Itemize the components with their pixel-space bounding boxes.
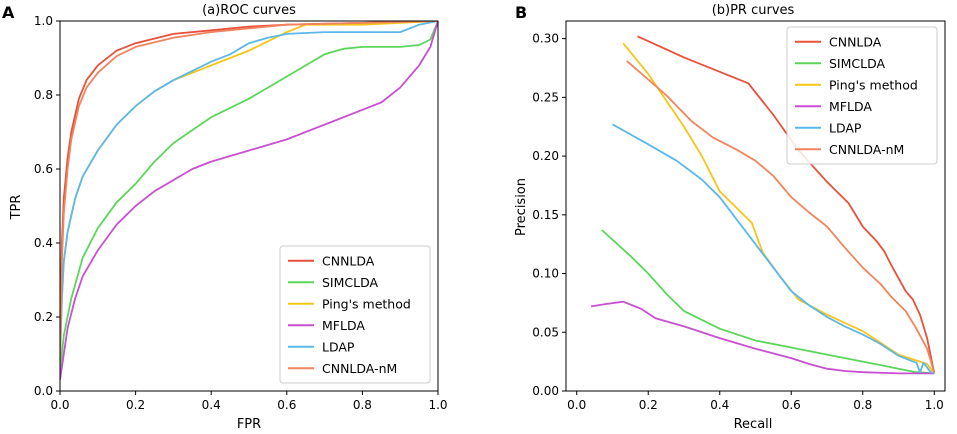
pr-series-line-ldap: [612, 123, 935, 375]
roc-y-tick-label: 0.4: [34, 236, 53, 250]
pr-series-line-simclda: [601, 229, 935, 375]
pr-legend-label: SIMCLDA: [829, 56, 886, 71]
pr-x-axis-label: Recall: [734, 417, 773, 432]
roc-y-tick-label: 0.0: [34, 384, 53, 398]
roc-legend-box: [279, 245, 431, 384]
roc-legend: CNNLDA SIMCLDA Ping's method MFLDA LDAP CNNLD…: [279, 245, 431, 384]
roc-y-tick-label: 0.6: [34, 162, 53, 176]
pr-y-tick-label: 0.00: [532, 384, 559, 398]
roc-legend-label: MFLDA: [322, 318, 365, 333]
pr-legend-label: MFLDA: [829, 99, 872, 114]
pr-legend-label: Ping's method: [829, 77, 918, 92]
roc-plot-frame: [59, 20, 439, 392]
pr-y-axis-label: Precision: [514, 178, 529, 236]
roc-y-tick-label: 0.2: [34, 310, 53, 324]
pr-y-tick-label: 0.10: [532, 267, 559, 281]
roc-legend-label: Ping's method: [322, 296, 411, 311]
roc-y-tick-label: 0.8: [34, 88, 53, 102]
roc-x-tick-label: 0.8: [353, 398, 372, 412]
roc-x-tick-label: 1.0: [428, 398, 447, 412]
pr-x-tick-label: 1.0: [925, 398, 944, 412]
roc-y-axis-label: TPR: [9, 195, 24, 221]
pr-y-tick-label: 0.30: [532, 32, 559, 46]
roc-series-line-ldap: [60, 21, 438, 362]
pr-y-tick-label: 0.05: [532, 325, 559, 339]
roc-x-axis-label: FPR: [237, 417, 261, 432]
roc-chart-title: (a)ROC curves: [202, 3, 296, 18]
pr-x-tick-label: 0.6: [782, 398, 801, 412]
pr-x-tick-label: 0.2: [639, 398, 658, 412]
roc-chart: A (a)ROC curves FPR TPR 0.0 0.2 0.4 0.6 0.8 1…: [2, 3, 448, 432]
pr-chart-title: (b)PR curves: [712, 3, 795, 18]
roc-x-tick-label: 0.6: [277, 398, 296, 412]
panel-label-b: B: [515, 3, 527, 22]
pr-plot-frame: [565, 20, 946, 392]
pr-legend: CNNLDA SIMCLDA Ping's method MFLDA LDAP CNNLD…: [786, 26, 938, 165]
roc-x-tick-label: 0.4: [202, 398, 221, 412]
panel-label-a: A: [2, 3, 15, 22]
pr-series-line-cnnlda-nm: [626, 60, 936, 374]
roc-series-line-mflda: [60, 21, 438, 381]
pr-series-line-cnnlda: [637, 35, 936, 374]
pr-x-tick-label: 0.8: [853, 398, 872, 412]
pr-y-tick-label: 0.25: [532, 90, 559, 104]
pr-x-tick-label: 0.0: [567, 398, 586, 412]
roc-legend-label: LDAP: [322, 339, 355, 354]
pr-chart: B (b)PR curves Recall Precision 0.0 0.2 0.…: [514, 3, 946, 432]
roc-x-tick-label: 0.2: [126, 398, 145, 412]
roc-legend-label: CNNLDA-nM: [322, 361, 397, 376]
pr-legend-box: [786, 26, 938, 165]
pr-y-tick-label: 0.20: [532, 149, 559, 163]
roc-series-line-cnnlda-nm: [60, 21, 438, 362]
pr-legend-label: CNNLDA: [829, 34, 882, 49]
roc-x-tick-label: 0.0: [50, 398, 69, 412]
roc-series-line-simclda: [60, 21, 438, 373]
pr-legend-label: CNNLDA-nM: [829, 142, 904, 157]
roc-y-tick-label: 1.0: [34, 14, 53, 28]
pr-legend-label: LDAP: [829, 120, 862, 135]
pr-x-tick-label: 0.4: [710, 398, 729, 412]
roc-legend-label: CNNLDA: [322, 253, 375, 268]
pr-series-line-mflda: [590, 300, 935, 375]
pr-y-tick-label: 0.15: [532, 208, 559, 222]
roc-legend-label: SIMCLDA: [322, 275, 379, 290]
